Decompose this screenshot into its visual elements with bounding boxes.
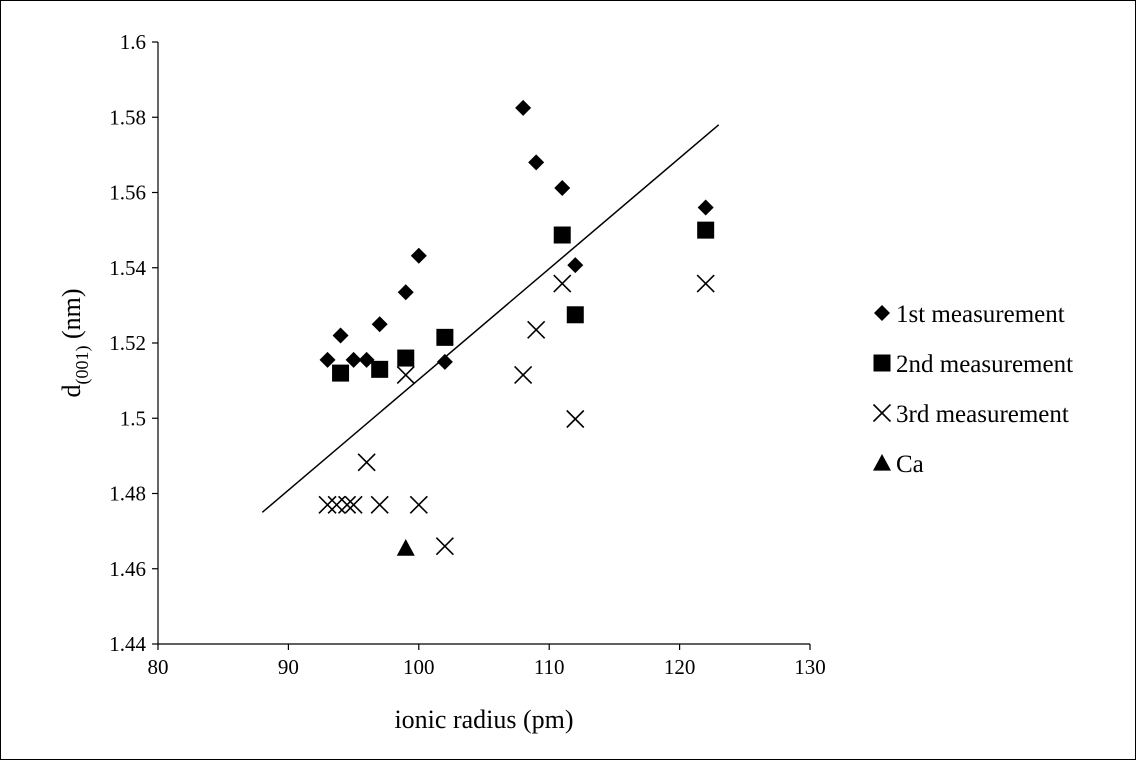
point-3rd-measurement xyxy=(553,274,572,293)
trendline-group xyxy=(261,124,720,513)
x-tick-label: 90 xyxy=(278,655,299,679)
point-2nd-measurement xyxy=(553,226,571,244)
legend-label-ca: Ca xyxy=(896,451,924,478)
point-3rd-measurement xyxy=(696,274,715,293)
point-3rd-measurement xyxy=(357,453,376,472)
point-2nd-measurement xyxy=(697,221,715,239)
point-1st-measurement xyxy=(319,351,336,368)
y-tick-label: 1.5 xyxy=(120,406,146,430)
point-3rd-measurement xyxy=(327,495,346,514)
point-1st-measurement xyxy=(371,316,388,333)
point-3rd-measurement xyxy=(338,495,357,514)
legend-label-1st: 1st measurement xyxy=(896,301,1065,328)
point-ca xyxy=(396,539,415,556)
point-1st-measurement xyxy=(567,257,584,274)
y-axis-title-main: d xyxy=(57,385,86,398)
point-1st-measurement xyxy=(528,154,545,171)
legend-marker-diamond xyxy=(874,305,890,321)
point-3rd-measurement xyxy=(435,537,454,556)
y-axis-title-subscript: (001) xyxy=(72,346,93,385)
y-tick-label: 1.52 xyxy=(109,331,146,355)
point-3rd-measurement xyxy=(566,409,585,429)
legend-item-1st: 1st measurement xyxy=(874,301,1065,328)
legend-label-2nd: 2nd measurement xyxy=(896,351,1073,378)
point-3rd-measurement xyxy=(409,495,428,514)
x-tick-label: 110 xyxy=(534,655,565,679)
legend: 1st measurement 2nd measurement 3rd meas… xyxy=(872,301,1073,478)
point-1st-measurement xyxy=(397,284,414,301)
legend-marker-triangle xyxy=(873,454,891,471)
y-tick-label: 1.6 xyxy=(120,30,146,54)
point-1st-measurement xyxy=(697,199,714,216)
y-tick-label: 1.54 xyxy=(109,256,146,280)
legend-marker-shape xyxy=(872,403,892,423)
point-3rd-measurement xyxy=(318,495,337,514)
point-1st-measurement xyxy=(436,353,453,370)
y-tick-label: 1.44 xyxy=(109,632,146,656)
x-tick-label: 120 xyxy=(664,655,696,679)
y-tick-label: 1.58 xyxy=(109,105,146,129)
y-axis-title-unit: (nm) xyxy=(57,288,86,345)
legend-item-3rd: 3rd measurement xyxy=(872,401,1069,428)
legend-marker-shape xyxy=(873,354,891,372)
point-2nd-measurement xyxy=(566,306,584,324)
ticks: 80 90 100 110 120 130 1.44 1.46 1.48 1.5 1.52 1.54 1… xyxy=(109,30,826,679)
legend-marker-x xyxy=(872,403,892,423)
y-tick-label: 1.56 xyxy=(109,181,146,205)
point-1st-measurement xyxy=(554,179,571,196)
point-3rd-measurement xyxy=(396,365,415,385)
axes xyxy=(157,42,810,645)
data-points xyxy=(318,99,715,556)
x-tick-label: 100 xyxy=(403,655,435,679)
legend-marker-shape xyxy=(874,305,890,321)
point-2nd-measurement xyxy=(397,349,415,367)
point-1st-measurement xyxy=(410,247,427,264)
point-2nd-measurement xyxy=(371,360,389,378)
y-tick-label: 1.48 xyxy=(109,482,146,506)
point-2nd-measurement xyxy=(436,328,454,346)
x-tick-label: 80 xyxy=(148,655,169,679)
legend-marker-shape xyxy=(873,454,891,471)
x-tick-label: 130 xyxy=(794,655,826,679)
legend-item-ca: Ca xyxy=(873,451,924,478)
point-1st-measurement xyxy=(332,327,349,344)
y-tick-label: 1.46 xyxy=(109,557,146,581)
point-3rd-measurement xyxy=(527,320,546,339)
point-3rd-measurement xyxy=(344,495,363,514)
x-axis-title: ionic radius (pm) xyxy=(394,705,573,734)
point-1st-measurement xyxy=(358,351,375,368)
y-axis-title: d(001) (nm) xyxy=(57,288,93,397)
legend-label-3rd: 3rd measurement xyxy=(896,401,1069,428)
legend-marker-square xyxy=(873,354,891,372)
point-2nd-measurement xyxy=(332,364,350,382)
point-3rd-measurement xyxy=(370,495,389,514)
point-3rd-measurement xyxy=(514,365,533,385)
point-1st-measurement xyxy=(345,351,362,368)
trendline xyxy=(261,124,720,513)
legend-item-2nd: 2nd measurement xyxy=(873,351,1073,378)
point-1st-measurement xyxy=(515,99,532,116)
